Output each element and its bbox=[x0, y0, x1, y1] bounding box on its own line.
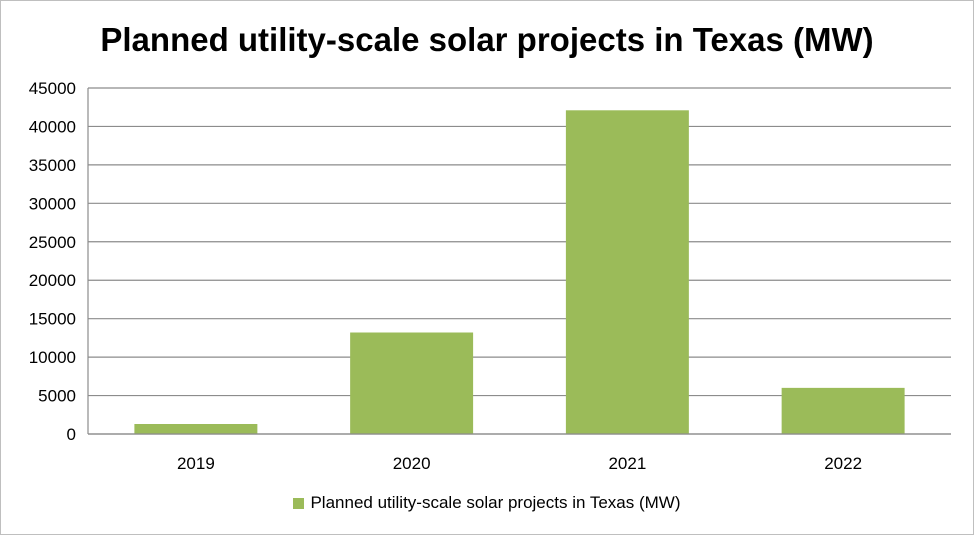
x-tick-label: 2022 bbox=[824, 454, 862, 473]
bar bbox=[565, 110, 689, 434]
legend-swatch bbox=[293, 497, 305, 509]
legend-label: Planned utility-scale solar projects in … bbox=[310, 493, 681, 512]
x-tick-label: 2020 bbox=[393, 454, 431, 473]
y-tick-label: 5000 bbox=[38, 387, 76, 406]
bar bbox=[350, 332, 474, 434]
bar bbox=[781, 387, 905, 434]
y-tick-label: 15000 bbox=[29, 310, 76, 329]
bar bbox=[134, 424, 258, 434]
chart-title: Planned utility-scale solar projects in … bbox=[100, 21, 874, 58]
y-tick-label: 30000 bbox=[29, 194, 76, 213]
y-tick-label: 25000 bbox=[29, 233, 76, 252]
x-tick-label: 2019 bbox=[177, 454, 215, 473]
y-tick-label: 0 bbox=[67, 425, 76, 444]
y-tick-label: 20000 bbox=[29, 271, 76, 290]
y-tick-label: 45000 bbox=[29, 79, 76, 98]
y-tick-label: 40000 bbox=[29, 117, 76, 136]
y-tick-label: 35000 bbox=[29, 156, 76, 175]
y-tick-label: 10000 bbox=[29, 348, 76, 367]
x-tick-label: 2021 bbox=[608, 454, 646, 473]
legend: Planned utility-scale solar projects in … bbox=[1, 493, 973, 513]
